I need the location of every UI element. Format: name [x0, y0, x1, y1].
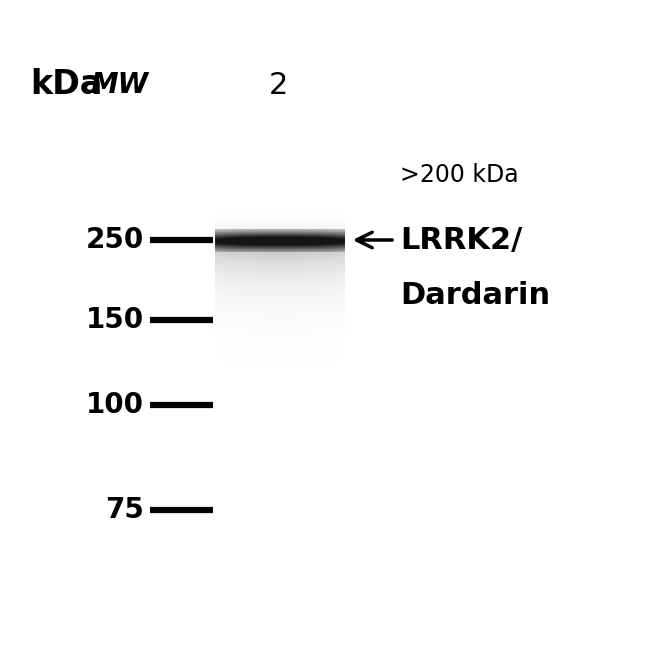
Text: 2: 2	[268, 70, 288, 99]
Text: LRRK2/: LRRK2/	[400, 226, 522, 255]
Text: MW: MW	[91, 71, 149, 99]
Text: 150: 150	[86, 306, 144, 334]
Text: 250: 250	[86, 226, 144, 254]
Text: >200 kDa: >200 kDa	[400, 163, 519, 187]
Text: 75: 75	[105, 496, 144, 524]
Text: kDa: kDa	[30, 68, 103, 101]
Text: 100: 100	[86, 391, 144, 419]
Text: Dardarin: Dardarin	[400, 281, 550, 309]
